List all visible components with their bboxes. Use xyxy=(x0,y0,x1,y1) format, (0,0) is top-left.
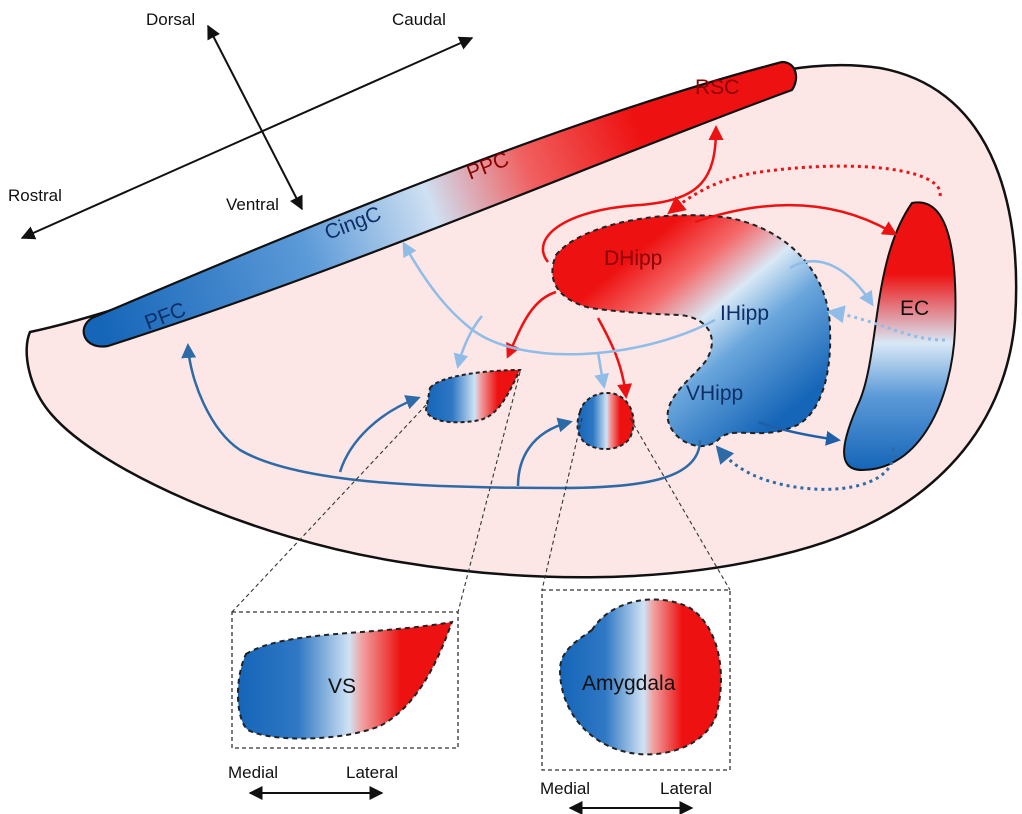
amygdala-region-large xyxy=(558,598,722,756)
amygdala-region-small xyxy=(576,392,635,450)
dorsal-label: Dorsal xyxy=(146,10,195,29)
vs-lateral-label: Lateral xyxy=(346,763,398,782)
caudal-label: Caudal xyxy=(392,10,446,29)
amygdala-label: Amygdala xyxy=(582,672,676,695)
vhipp-to-amygdala-arrow xyxy=(516,417,573,487)
amygdala-lateral-label: Lateral xyxy=(660,779,712,798)
vhipp-to-ec-arrow xyxy=(757,420,841,446)
vs-inset-box xyxy=(231,611,459,749)
hippocampus-region xyxy=(551,214,832,447)
ihipp-to-cingc-arrow xyxy=(402,241,716,356)
dhipp-to-rsc-arrow xyxy=(541,125,724,263)
ec-to-vhipp-dotted-arrow xyxy=(715,445,895,491)
ihipp-to-ec-arrow xyxy=(789,260,874,307)
ihipp-to-amygdala-arrow xyxy=(594,351,610,389)
ventral-label: Ventral xyxy=(226,195,279,214)
dorsal-ventral-axis xyxy=(207,24,303,211)
cortical-strip xyxy=(82,60,798,348)
amygdala-inset-box xyxy=(541,589,731,771)
rostral-label: Rostral xyxy=(8,186,62,205)
ec-label: EC xyxy=(900,297,929,320)
ihipp-to-vs-arrow xyxy=(453,315,483,369)
rsc-label: RSC xyxy=(695,76,739,99)
ec-region xyxy=(843,201,957,472)
dhipp-to-ec-arrow xyxy=(694,203,898,236)
rostral-caudal-axis xyxy=(20,36,474,240)
vhipp-to-pfc-arrow xyxy=(181,343,702,490)
vs-label: VS xyxy=(328,675,356,698)
dhipp-to-amygdala-arrow xyxy=(596,317,633,399)
vs-region-large xyxy=(237,620,454,740)
zoom-lines xyxy=(231,371,731,613)
vhipp-to-vs-arrow xyxy=(338,395,421,473)
dhipp-label: DHipp xyxy=(604,247,662,270)
amygdala-medial-label: Medial xyxy=(540,779,590,798)
ihipp-label: IHipp xyxy=(720,302,769,325)
vs-medial-label: Medial xyxy=(228,763,278,782)
vhipp-label: VHipp xyxy=(686,382,743,405)
vs-region-small xyxy=(424,368,522,424)
